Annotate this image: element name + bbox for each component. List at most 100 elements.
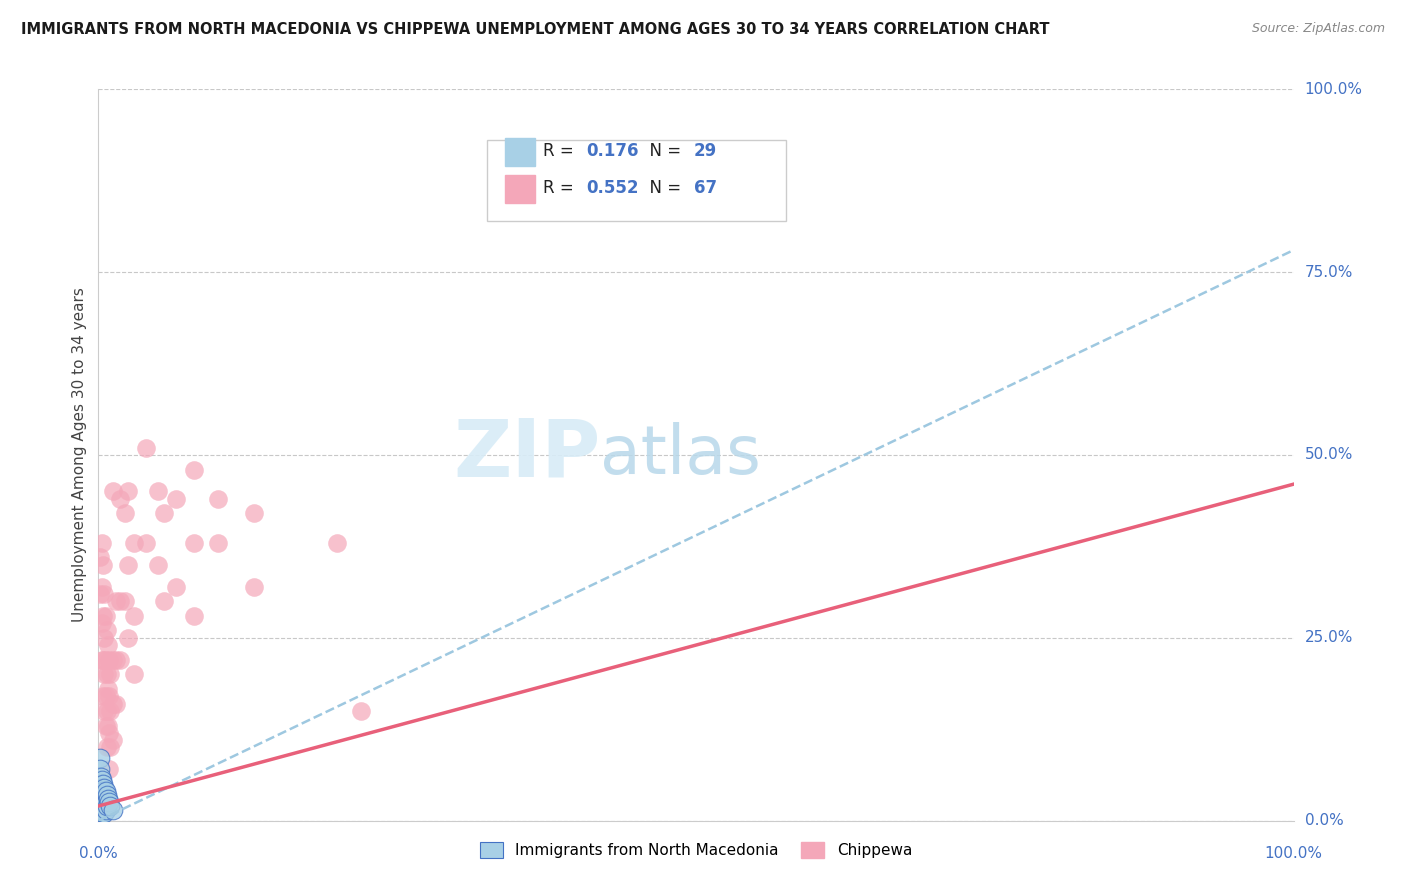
Point	[183, 535, 205, 549]
Text: ZIP: ZIP	[453, 416, 600, 494]
Point	[91, 780, 114, 795]
Point	[108, 594, 131, 608]
Point	[90, 770, 112, 784]
Point	[89, 763, 111, 777]
Point	[153, 594, 176, 608]
Point	[326, 535, 349, 549]
Point	[93, 799, 115, 814]
Text: 0.0%: 0.0%	[1305, 814, 1343, 828]
Point	[97, 791, 120, 805]
Point	[207, 491, 229, 506]
Point	[89, 587, 111, 601]
Point	[94, 718, 117, 732]
Point	[148, 484, 170, 499]
Point	[94, 796, 117, 810]
Point	[114, 507, 136, 521]
Text: N =: N =	[638, 143, 686, 161]
Point	[91, 580, 114, 594]
Point	[93, 806, 115, 821]
Point	[91, 690, 114, 704]
Point	[90, 777, 112, 791]
Point	[97, 718, 120, 732]
Point	[124, 608, 146, 623]
Point	[124, 535, 146, 549]
Point	[101, 697, 124, 711]
Point	[135, 535, 157, 549]
Point	[105, 594, 128, 608]
Point	[96, 740, 118, 755]
Point	[165, 580, 187, 594]
Point	[93, 780, 115, 795]
Point	[96, 788, 118, 802]
Legend: Immigrants from North Macedonia, Chippewa: Immigrants from North Macedonia, Chippew…	[474, 836, 918, 864]
Point	[91, 806, 114, 821]
Point	[183, 608, 205, 623]
Point	[207, 535, 229, 549]
Point	[98, 667, 122, 681]
Point	[165, 491, 187, 506]
Point	[91, 799, 114, 814]
Point	[183, 462, 205, 476]
Bar	[505, 138, 534, 166]
Point	[90, 784, 112, 798]
Point	[101, 653, 124, 667]
Point	[98, 740, 122, 755]
Bar	[505, 175, 534, 202]
Text: 25.0%: 25.0%	[1305, 631, 1353, 645]
Point	[148, 558, 170, 572]
Point	[96, 624, 118, 638]
Point	[94, 690, 117, 704]
Point	[98, 653, 121, 667]
Point	[114, 594, 136, 608]
Point	[117, 484, 139, 499]
Text: 0.552: 0.552	[586, 179, 638, 197]
Point	[91, 773, 114, 788]
Text: R =: R =	[543, 179, 579, 197]
Point	[89, 751, 111, 765]
Point	[93, 704, 115, 718]
Point	[94, 803, 117, 817]
Point	[93, 791, 115, 805]
Point	[91, 616, 114, 631]
Point	[135, 441, 157, 455]
Point	[350, 704, 373, 718]
Point	[117, 631, 139, 645]
Point	[96, 667, 118, 681]
Point	[91, 777, 114, 791]
Text: 75.0%: 75.0%	[1305, 265, 1353, 279]
Point	[98, 763, 121, 777]
Point	[96, 704, 118, 718]
Point	[108, 653, 131, 667]
Point	[101, 803, 124, 817]
Point	[105, 653, 128, 667]
Point	[90, 791, 112, 805]
Point	[91, 653, 114, 667]
Y-axis label: Unemployment Among Ages 30 to 34 years: Unemployment Among Ages 30 to 34 years	[72, 287, 87, 623]
Point	[243, 507, 266, 521]
Point	[98, 690, 121, 704]
Point	[97, 638, 120, 652]
Point	[101, 484, 124, 499]
Point	[124, 667, 146, 681]
Point	[105, 697, 128, 711]
Point	[94, 784, 117, 798]
Point	[91, 796, 114, 810]
Point	[98, 796, 121, 810]
Point	[91, 535, 114, 549]
Text: Source: ZipAtlas.com: Source: ZipAtlas.com	[1251, 22, 1385, 36]
Text: atlas: atlas	[600, 422, 761, 488]
Point	[93, 631, 115, 645]
Point	[153, 507, 176, 521]
Point	[91, 788, 114, 802]
Text: 100.0%: 100.0%	[1305, 82, 1362, 96]
Point	[91, 803, 114, 817]
Point	[108, 491, 131, 506]
Text: 50.0%: 50.0%	[1305, 448, 1353, 462]
Point	[91, 784, 114, 798]
Point	[91, 608, 114, 623]
Text: 0.0%: 0.0%	[79, 846, 118, 861]
Point	[91, 791, 114, 805]
Point	[98, 726, 121, 740]
Point	[96, 799, 118, 814]
Point	[93, 667, 115, 681]
